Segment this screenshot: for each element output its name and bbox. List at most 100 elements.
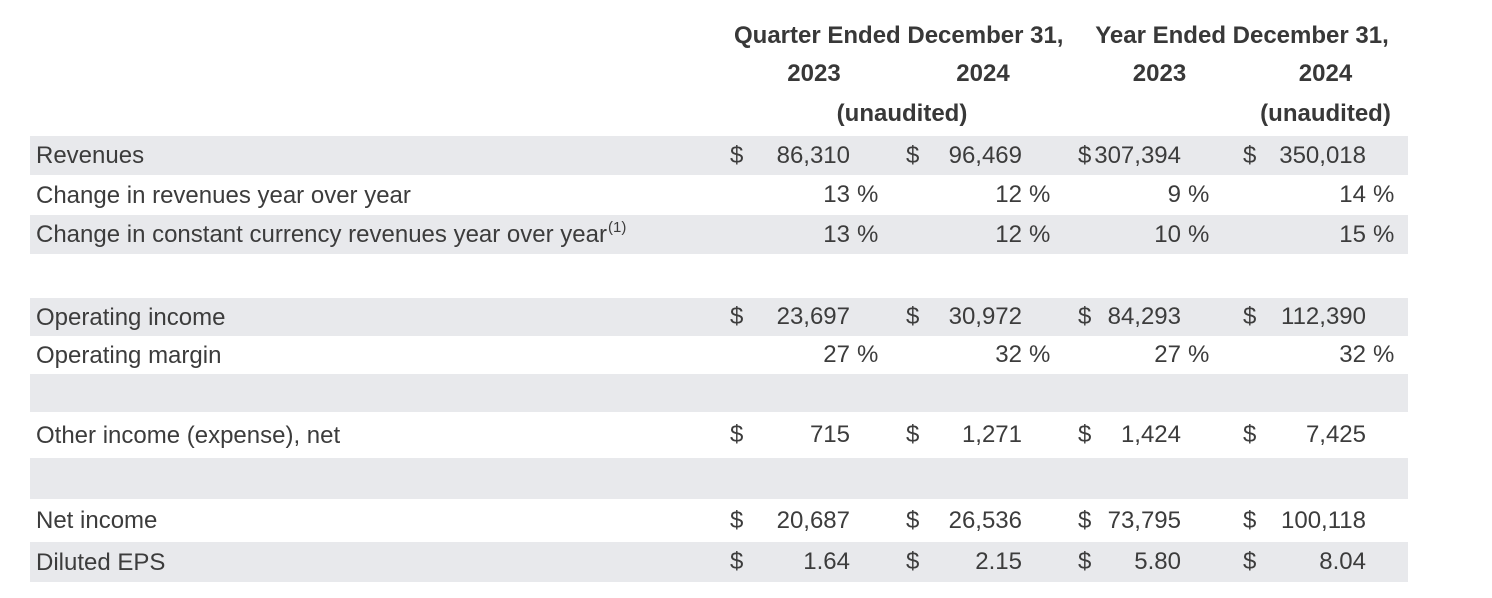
currency-symbol: $ (730, 506, 744, 534)
amount-value: 84,293 (1107, 303, 1181, 330)
amount-value: 26,536 (948, 506, 1022, 534)
amount-value: 32 (995, 341, 1022, 368)
column-header-year-2023: 2023 (1132, 60, 1187, 87)
table-row-diluted-eps: Diluted EPS $1.64 $2.15 $5.80 $8.04 (30, 542, 1408, 582)
percent-symbol: % (1373, 220, 1395, 248)
currency-symbol: $ (1078, 303, 1092, 330)
value-cell: $8.04 (1203, 548, 1408, 576)
currency-symbol: $ (1078, 548, 1092, 575)
value-cell: $73,795 (1060, 507, 1203, 535)
value-cell: $1,271 (898, 421, 1060, 449)
currency-symbol: $ (906, 141, 920, 169)
amount-value: 20,687 (776, 506, 850, 534)
currency-symbol: $ (730, 548, 744, 575)
value-cell: 32% (1203, 341, 1408, 369)
table-row-revenues: Revenues $86,310 $96,469 $307,394 $350,0… (30, 136, 1408, 175)
table-row-constant-currency-change: Change in constant currency revenues yea… (30, 215, 1408, 254)
percent-symbol: % (1188, 220, 1210, 248)
row-label: Change in revenues year over year (36, 181, 411, 209)
currency-symbol: $ (1243, 421, 1257, 448)
amount-value: 13 (823, 181, 850, 208)
percent-symbol: % (1029, 220, 1051, 248)
value-cell: $86,310 (724, 142, 898, 170)
amount-value: 7,425 (1305, 421, 1366, 448)
percent-symbol: % (1188, 181, 1210, 208)
amount-value: 27 (1154, 341, 1181, 368)
percent-symbol: % (1029, 341, 1051, 368)
percent-symbol: % (1373, 341, 1395, 368)
value-cell: 27% (724, 341, 898, 369)
amount-value: 100,118 (1281, 506, 1366, 534)
value-cell: 12% (898, 221, 1060, 249)
row-label: Revenues (36, 142, 145, 169)
currency-symbol: $ (1078, 141, 1092, 169)
currency-symbol: $ (906, 548, 920, 575)
currency-symbol: $ (1243, 141, 1257, 169)
column-header-quarter-2023: 2023 (787, 60, 841, 87)
amount-value: 1,271 (961, 421, 1022, 448)
row-label: Net income (36, 507, 158, 534)
value-cell: 13% (724, 181, 898, 209)
currency-symbol: $ (1243, 506, 1257, 534)
currency-symbol: $ (730, 303, 744, 330)
value-cell: $84,293 (1060, 303, 1203, 331)
table-header-years: 2023 2024 2023 2024 (30, 52, 1408, 92)
value-cell: $1.64 (724, 548, 898, 576)
year-group-title: Year Ended December 31, (1095, 22, 1389, 49)
currency-symbol: $ (730, 141, 744, 169)
amount-value: 715 (809, 421, 850, 448)
value-cell: $20,687 (724, 507, 898, 535)
value-cell: 32% (898, 341, 1060, 369)
amount-value: 86,310 (776, 141, 850, 169)
value-cell: $2.15 (898, 548, 1060, 576)
quarter-group-title: Quarter Ended December 31, (734, 22, 1064, 49)
spacer-row (30, 458, 1408, 499)
currency-symbol: $ (1078, 421, 1092, 448)
value-cell: 9% (1060, 181, 1210, 209)
year-unaudited-note: (unaudited) (1260, 100, 1391, 127)
spacer-row (30, 254, 1408, 298)
amount-value: 30,972 (948, 303, 1022, 330)
percent-symbol: % (1029, 181, 1051, 208)
percent-symbol: % (857, 220, 879, 248)
value-cell: 15% (1203, 221, 1408, 249)
currency-symbol: $ (906, 421, 920, 448)
column-header-quarter-2024: 2024 (956, 60, 1010, 87)
currency-symbol: $ (1078, 506, 1092, 534)
value-cell: $350,018 (1203, 142, 1408, 170)
value-cell: $307,394 (1060, 142, 1203, 170)
amount-value: 12 (995, 220, 1022, 248)
footnote-marker: (1) (607, 220, 627, 236)
amount-value: 12 (995, 181, 1022, 208)
value-cell: 13% (724, 221, 898, 249)
value-cell: $30,972 (898, 303, 1060, 331)
value-cell: 10% (1060, 220, 1210, 249)
row-label: Change in constant currency revenues yea… (36, 220, 627, 248)
table-header-groups: Quarter Ended December 31, Year Ended De… (30, 0, 1408, 52)
amount-value: 10 (1154, 220, 1181, 248)
value-cell: $715 (724, 421, 898, 449)
value-cell: $96,469 (898, 142, 1060, 170)
amount-value: 350,018 (1279, 141, 1366, 169)
table-header-unaudited: (unaudited) (unaudited) (30, 92, 1408, 136)
amount-value: 2.15 (975, 548, 1022, 575)
table-row-change-in-revenues: Change in revenues year over year 13% 12… (30, 175, 1408, 215)
row-label: Diluted EPS (36, 548, 166, 576)
amount-value: 5.80 (1134, 548, 1181, 575)
table-row-net-income: Net income $20,687 $26,536 $73,795 $100,… (30, 499, 1408, 542)
value-cell: 12% (898, 181, 1060, 209)
row-label: Operating margin (36, 341, 222, 369)
table-row-other-income: Other income (expense), net $715 $1,271 … (30, 412, 1408, 458)
percent-symbol: % (1373, 181, 1395, 208)
value-cell: $26,536 (898, 507, 1060, 535)
financial-summary-table: Quarter Ended December 31, Year Ended De… (30, 0, 1408, 582)
row-label: Other income (expense), net (36, 421, 341, 449)
value-cell: 14% (1203, 181, 1408, 209)
amount-value: 112,390 (1281, 303, 1366, 330)
percent-symbol: % (1188, 341, 1210, 368)
table-row-operating-income: Operating income $23,697 $30,972 $84,293… (30, 298, 1408, 336)
amount-value: 14 (1339, 181, 1366, 208)
currency-symbol: $ (1243, 548, 1257, 575)
amount-value: 13 (823, 220, 850, 248)
amount-value: 1,424 (1120, 421, 1181, 448)
